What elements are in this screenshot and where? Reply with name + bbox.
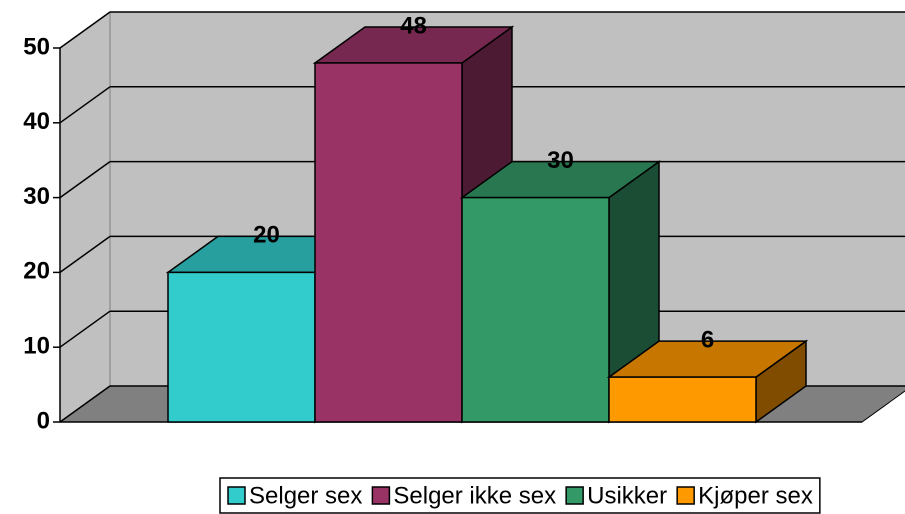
legend: Selger sex Selger ikke sex Usikker Kjøper s… [219, 477, 821, 514]
bar [606, 339, 809, 424]
bar-front [314, 62, 463, 423]
legend-label: Selger sex [249, 482, 362, 509]
legend-label: Selger ikke sex [393, 482, 556, 509]
grid-line [59, 86, 111, 124]
grid-line [59, 385, 111, 423]
legend-label: Kjøper sex [698, 482, 813, 509]
bar-front [167, 271, 316, 423]
legend-swatch [676, 486, 695, 505]
grid-line [59, 11, 111, 49]
grid-line [59, 310, 111, 348]
legend-swatch [227, 486, 246, 505]
y-tick-label: 20 [23, 258, 50, 285]
grid-line [59, 160, 111, 199]
side-wall [59, 11, 111, 423]
legend-label: Usikker [587, 482, 667, 509]
value-label: 20 [253, 222, 280, 249]
y-tick-label: 30 [23, 183, 50, 210]
y-tick-label: 10 [23, 333, 50, 360]
legend-swatch [371, 486, 391, 505]
y-tick-label: 0 [37, 407, 50, 434]
value-label: 48 [400, 12, 427, 39]
y-tick-label: 50 [23, 33, 50, 60]
value-label: 30 [547, 147, 574, 174]
value-label: 6 [701, 326, 714, 353]
grid-line [59, 235, 111, 274]
y-tick-label: 40 [23, 108, 50, 135]
bar-front [608, 376, 757, 423]
bar [459, 160, 662, 424]
legend-box [219, 477, 821, 514]
legend-swatch [565, 486, 584, 505]
bar-front [461, 196, 610, 423]
